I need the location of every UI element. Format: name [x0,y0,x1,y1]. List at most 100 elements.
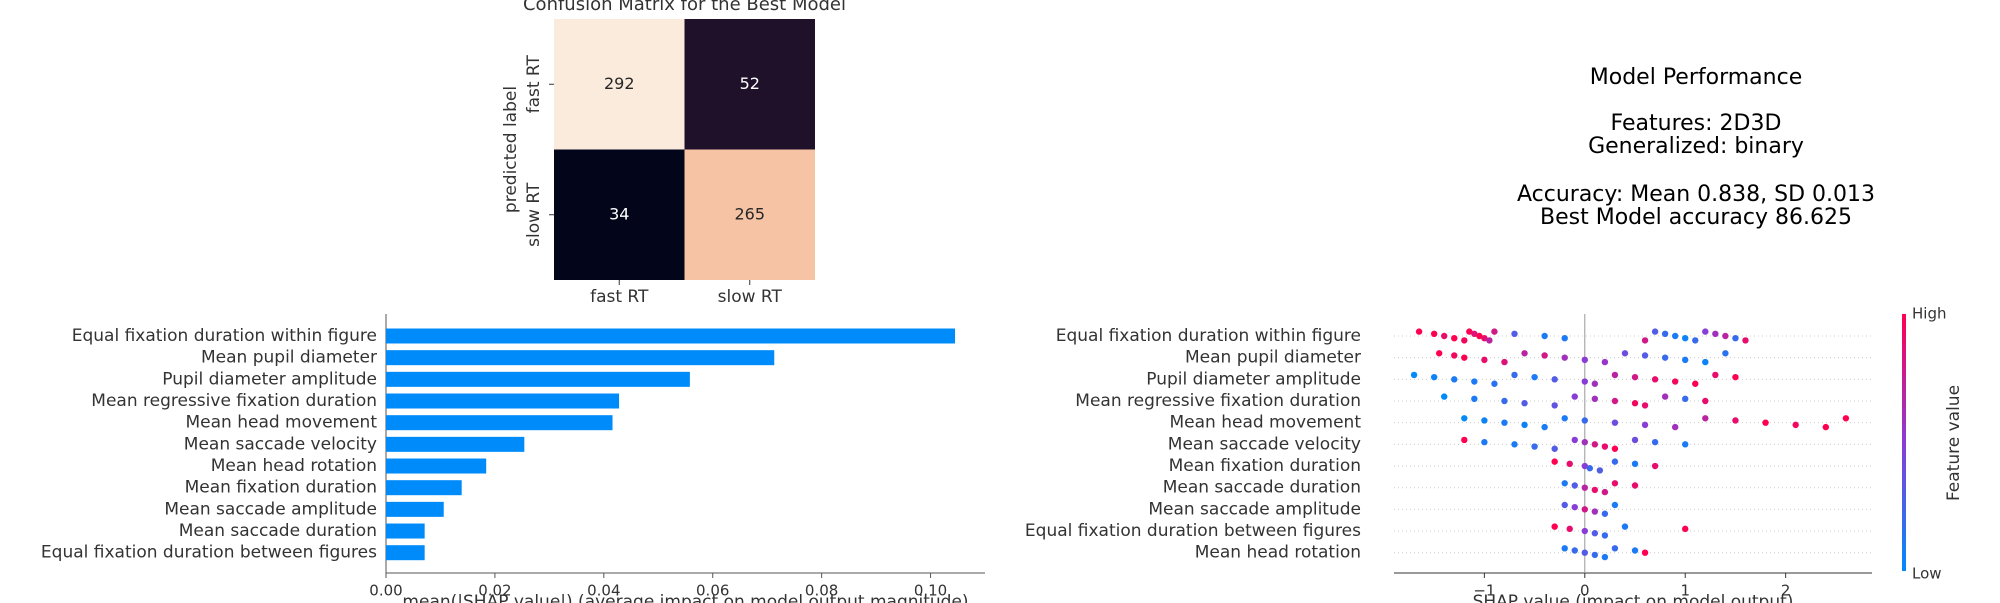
shap-dot [1551,402,1558,409]
shap-dot [1581,484,1588,491]
shap-dot [1611,480,1619,487]
shap-dot [1521,400,1528,407]
shap-dot [1601,553,1609,561]
shap-dot [1651,328,1659,335]
shap-dot [1712,371,1719,379]
cell-label: 292 [604,74,635,93]
shap-dot [1551,376,1558,383]
shap-dot [1481,417,1488,424]
shap-dot [1651,438,1659,446]
bar [386,436,525,452]
shap-dot [1692,380,1699,387]
shap-dot [1561,545,1568,552]
shap-dot [1732,373,1739,381]
heatmap-cell [554,149,685,280]
y-tick-label: Mean saccade velocity [1168,434,1361,454]
shap-dot [1651,376,1659,383]
bar [386,480,462,496]
y-tick-label: Mean pupil diameter [201,348,377,368]
shap-dot [1451,335,1458,342]
shap-dot [1702,328,1709,335]
shap-dot [1682,335,1689,342]
shap-dot [1611,397,1619,405]
x-tick-label: 0.02 [478,582,511,600]
shap-dot [1712,330,1719,337]
y-tick-label: Mean fixation duration [185,478,377,498]
panel-line: Accuracy: Mean 0.838, SD 0.013 [1517,182,1875,207]
shap-dot [1581,356,1588,364]
shap-dot [1451,376,1458,383]
shap-dot [1611,371,1619,379]
shap-dot [1461,415,1468,422]
shap-dot [1601,532,1609,539]
shap-dot [1481,438,1488,446]
heatmap-cell [554,19,685,150]
shap-dot [1511,330,1518,337]
shap-dot [1682,525,1689,533]
shap-dot [1641,549,1649,556]
shap-dot [1591,441,1599,448]
y-tick-label: Mean saccade duration [179,521,377,541]
chart-title: Confusion Matrix for the Best Model [523,0,846,15]
shap-dot [1481,356,1488,364]
colorbar-low: Low [1912,565,1942,583]
shap-dot [1621,523,1629,530]
cell-label: 265 [734,204,765,223]
x-tick-label: 0.06 [696,582,729,600]
y-tick-label: Mean head rotation [211,456,377,476]
x-tick-label: slow RT [718,287,783,307]
panel-line: Features: 2D3D [1611,111,1782,136]
shap-dot [1551,445,1558,452]
shap-dot [1451,352,1458,359]
shap-dot [1511,371,1518,379]
shap-dot [1571,436,1578,444]
shap-dot [1571,393,1578,400]
shap-dot [1601,443,1609,450]
colorbar-high: High [1912,305,1946,323]
shap-dot [1561,415,1568,422]
x-tick-label: 0.00 [369,582,402,600]
shap-dot [1591,508,1599,515]
shap-dot [1671,378,1679,385]
cell-label: 34 [609,204,629,223]
shap-dot [1596,467,1604,474]
shap-dot [1561,501,1568,509]
bar [386,328,956,344]
y-tick-label: Mean pupil diameter [1185,348,1361,368]
shap-dot [1732,335,1739,342]
y-tick-label: Mean head rotation [1195,543,1361,563]
shap-dot [1430,373,1438,381]
colorbar-label: Feature value [1944,385,1964,501]
shap-dot [1441,393,1448,400]
shap-dot [1641,337,1649,344]
shap-dot [1631,547,1639,554]
panel-title: Model Performance [1590,65,1802,90]
shap-dot [1611,445,1619,452]
x-axis-label: mean(|SHAP value|) (average impact on mo… [402,592,968,603]
shap-dot [1591,551,1599,559]
shap-dot [1591,395,1599,403]
shap-dot [1651,462,1659,470]
shap-dot [1611,419,1619,426]
shap-dot [1511,441,1518,448]
shap-dot [1571,503,1578,511]
shap-dot [1601,510,1609,517]
x-tick-label: 0.08 [805,582,838,600]
shap-dot [1461,436,1468,444]
shap-dot [1581,527,1588,535]
x-tick-label: 0.04 [587,582,620,600]
y-tick-label: Equal fixation duration within figure [72,326,377,346]
shap-dot [1561,335,1568,342]
shap-dot [1641,352,1649,359]
y-tick-label: slow RT [524,182,544,247]
shap-dot [1682,356,1689,364]
y-tick-label: Mean saccade amplitude [164,499,377,519]
shap-dot [1466,328,1473,335]
bar [386,545,425,561]
shap-dot [1722,350,1729,357]
shap-dot [1561,354,1568,361]
bar [386,371,690,387]
shap-dot [1491,328,1498,335]
shap-dot [1732,417,1739,424]
